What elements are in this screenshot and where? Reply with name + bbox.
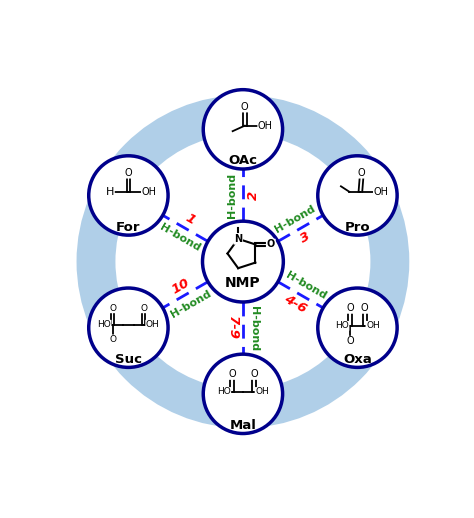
Text: O: O xyxy=(361,303,369,313)
Text: O: O xyxy=(109,335,117,344)
Text: OH: OH xyxy=(366,321,380,330)
Text: N: N xyxy=(234,234,242,244)
Text: O: O xyxy=(228,369,236,379)
Text: 3: 3 xyxy=(299,229,313,245)
Text: OH: OH xyxy=(141,187,156,197)
Text: HO: HO xyxy=(335,321,349,330)
Text: O: O xyxy=(140,304,147,313)
Text: OH: OH xyxy=(374,187,389,197)
Text: O: O xyxy=(358,168,365,178)
Circle shape xyxy=(202,221,283,302)
Circle shape xyxy=(203,90,283,169)
Text: H-bond: H-bond xyxy=(227,172,237,218)
Text: Mal: Mal xyxy=(229,419,256,432)
Text: O: O xyxy=(346,303,354,313)
Text: O: O xyxy=(241,102,248,112)
Text: Oxa: Oxa xyxy=(343,353,372,366)
Text: 7-9: 7-9 xyxy=(226,316,239,340)
Text: OAc: OAc xyxy=(228,154,257,167)
Text: OH: OH xyxy=(255,387,269,396)
Text: O: O xyxy=(346,336,354,347)
Text: O: O xyxy=(267,239,275,250)
Text: Suc: Suc xyxy=(115,353,142,366)
Text: O: O xyxy=(125,168,132,178)
Text: For: For xyxy=(116,221,141,234)
Circle shape xyxy=(89,288,168,367)
Text: O: O xyxy=(109,304,117,313)
Text: HO: HO xyxy=(97,320,111,329)
Circle shape xyxy=(89,156,168,235)
Text: O: O xyxy=(250,369,258,379)
Text: H-bond: H-bond xyxy=(284,270,328,301)
Text: Pro: Pro xyxy=(345,221,370,234)
Text: H-bond: H-bond xyxy=(169,289,213,320)
Text: OH: OH xyxy=(258,121,273,131)
Text: NMP: NMP xyxy=(225,276,261,290)
Circle shape xyxy=(203,354,283,434)
Text: OH: OH xyxy=(146,320,160,329)
Text: HO: HO xyxy=(217,387,231,396)
Text: 4-6: 4-6 xyxy=(282,292,309,315)
Text: 1: 1 xyxy=(183,211,198,227)
Circle shape xyxy=(318,156,397,235)
Text: 10: 10 xyxy=(169,276,191,296)
Text: 2: 2 xyxy=(246,191,260,200)
Circle shape xyxy=(318,288,397,367)
Text: H-bond: H-bond xyxy=(273,203,317,235)
Text: H-bond: H-bond xyxy=(249,306,259,351)
Text: H-bond: H-bond xyxy=(158,222,202,253)
Text: H: H xyxy=(106,187,114,197)
